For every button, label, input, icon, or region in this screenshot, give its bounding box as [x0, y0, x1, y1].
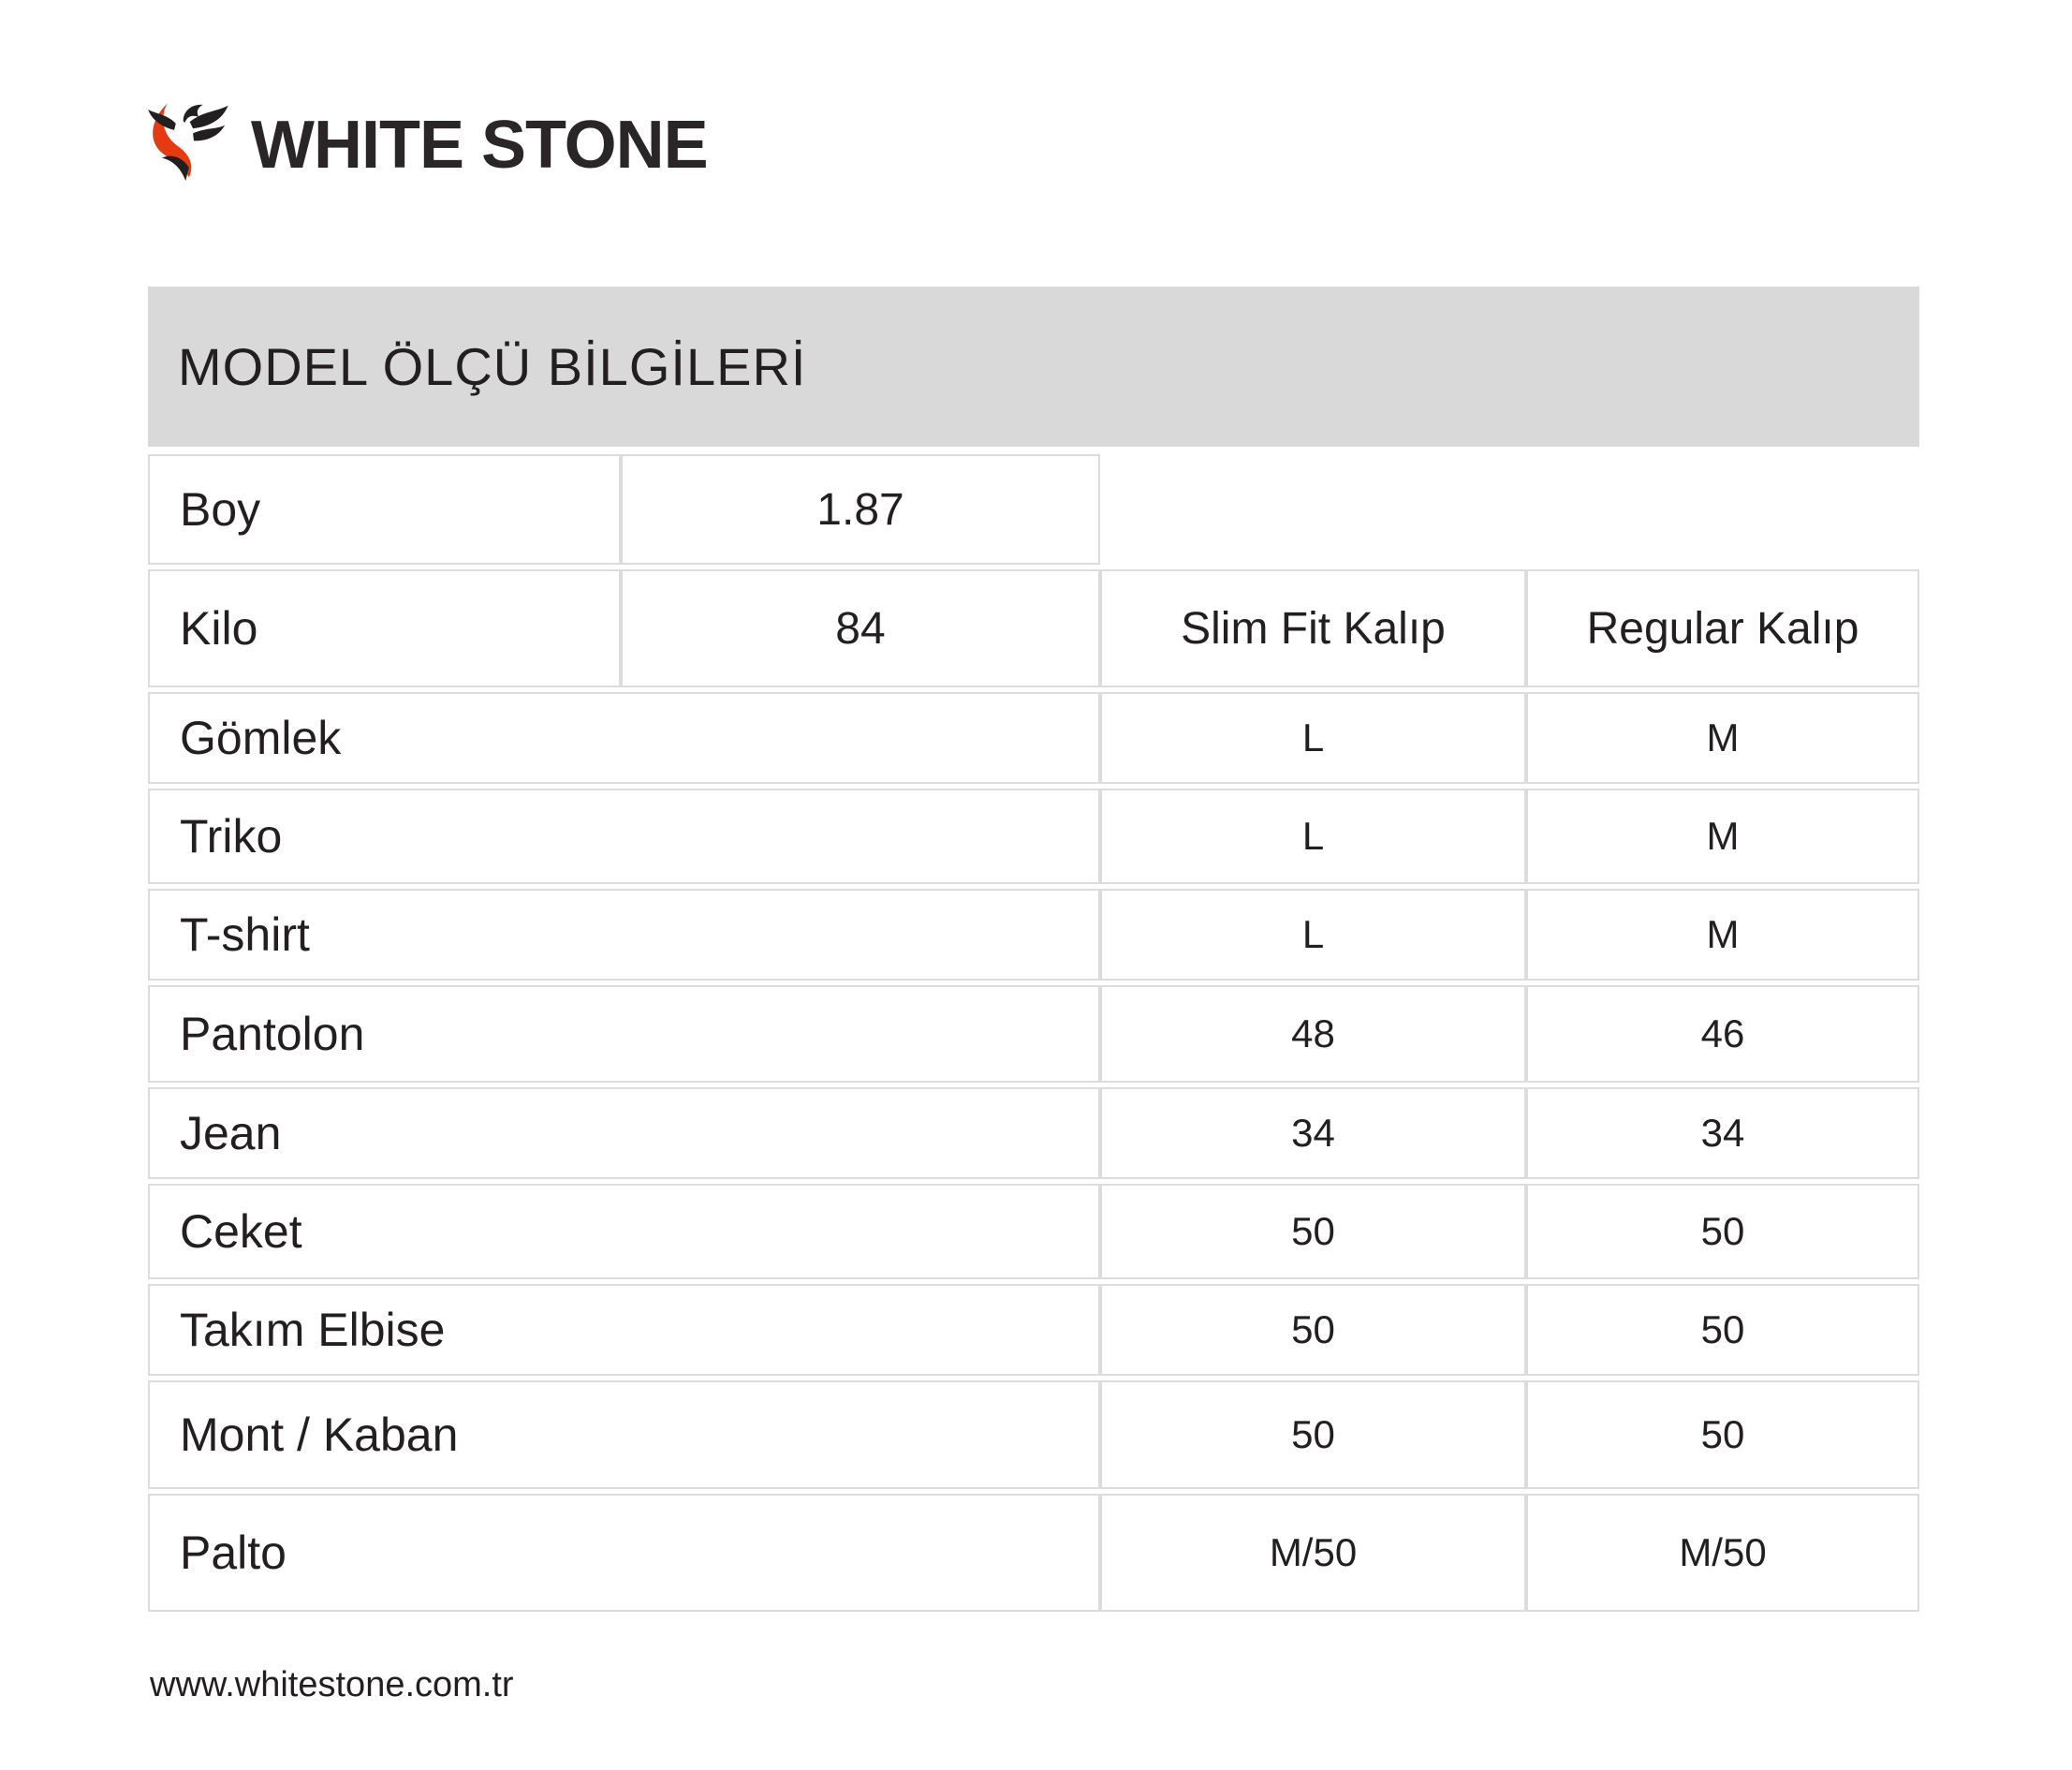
row-label: Takım Elbise	[148, 1284, 1100, 1376]
row-label: Triko	[148, 789, 1100, 884]
table-row-kilo: Kilo 84 Slim Fit Kalıp Regular Kalıp	[148, 569, 1919, 687]
regular-value: M	[1526, 789, 1919, 884]
slim-fit-value: 50	[1100, 1380, 1526, 1489]
table-row: Triko L M	[148, 789, 1919, 884]
row-label: Pantolon	[148, 985, 1100, 1083]
table-row: Mont / Kaban 50 50	[148, 1380, 1919, 1489]
row-label: T-shirt	[148, 889, 1100, 981]
regular-value: 50	[1526, 1284, 1919, 1376]
table-title: MODEL ÖLÇÜ BİLGİLERİ	[178, 337, 807, 396]
regular-value: 34	[1526, 1087, 1919, 1179]
slim-fit-value: L	[1100, 789, 1526, 884]
table-row: Pantolon 48 46	[148, 985, 1919, 1083]
regular-value: M	[1526, 692, 1919, 784]
empty-cell	[1526, 454, 1919, 565]
regular-value: 50	[1526, 1380, 1919, 1489]
table-row: Palto M/50 M/50	[148, 1494, 1919, 1612]
row-label: Boy	[148, 454, 621, 565]
column-header-slim-fit: Slim Fit Kalıp	[1100, 569, 1526, 687]
row-label: Gömlek	[148, 692, 1100, 784]
table-row-boy: Boy 1.87	[148, 454, 1919, 565]
table-row: T-shirt L M	[148, 889, 1919, 981]
table-row: Gömlek L M	[148, 692, 1919, 784]
table-row: Jean 34 34	[148, 1087, 1919, 1179]
regular-value: 50	[1526, 1184, 1919, 1279]
row-label: Kilo	[148, 569, 621, 687]
regular-value: M/50	[1526, 1494, 1919, 1612]
slim-fit-value: L	[1100, 889, 1526, 981]
slim-fit-value: M/50	[1100, 1494, 1526, 1612]
row-value: 84	[621, 569, 1100, 687]
slim-fit-value: L	[1100, 692, 1526, 784]
slim-fit-value: 48	[1100, 985, 1526, 1083]
table-title-bar: MODEL ÖLÇÜ BİLGİLERİ	[148, 287, 1919, 447]
table-row: Ceket 50 50	[148, 1184, 1919, 1279]
row-label: Mont / Kaban	[148, 1380, 1100, 1489]
website-url: www.whitestone.com.tr	[150, 1665, 514, 1704]
brand-name: WHITE STONE	[251, 108, 709, 183]
row-label: Jean	[148, 1087, 1100, 1179]
regular-value: M	[1526, 889, 1919, 981]
row-label: Palto	[148, 1494, 1100, 1612]
slim-fit-value: 50	[1100, 1284, 1526, 1376]
row-value: 1.87	[621, 454, 1100, 565]
phoenix-icon	[148, 103, 228, 182]
brand-header: WHITE STONE	[142, 97, 709, 187]
row-label: Ceket	[148, 1184, 1100, 1279]
empty-cell	[1100, 454, 1526, 565]
slim-fit-value: 34	[1100, 1087, 1526, 1179]
slim-fit-value: 50	[1100, 1184, 1526, 1279]
column-header-regular: Regular Kalıp	[1526, 569, 1919, 687]
size-table: Boy 1.87 Kilo 84 Slim Fit Kalıp Regular …	[148, 454, 1919, 1612]
table-row: Takım Elbise 50 50	[148, 1284, 1919, 1376]
regular-value: 46	[1526, 985, 1919, 1083]
